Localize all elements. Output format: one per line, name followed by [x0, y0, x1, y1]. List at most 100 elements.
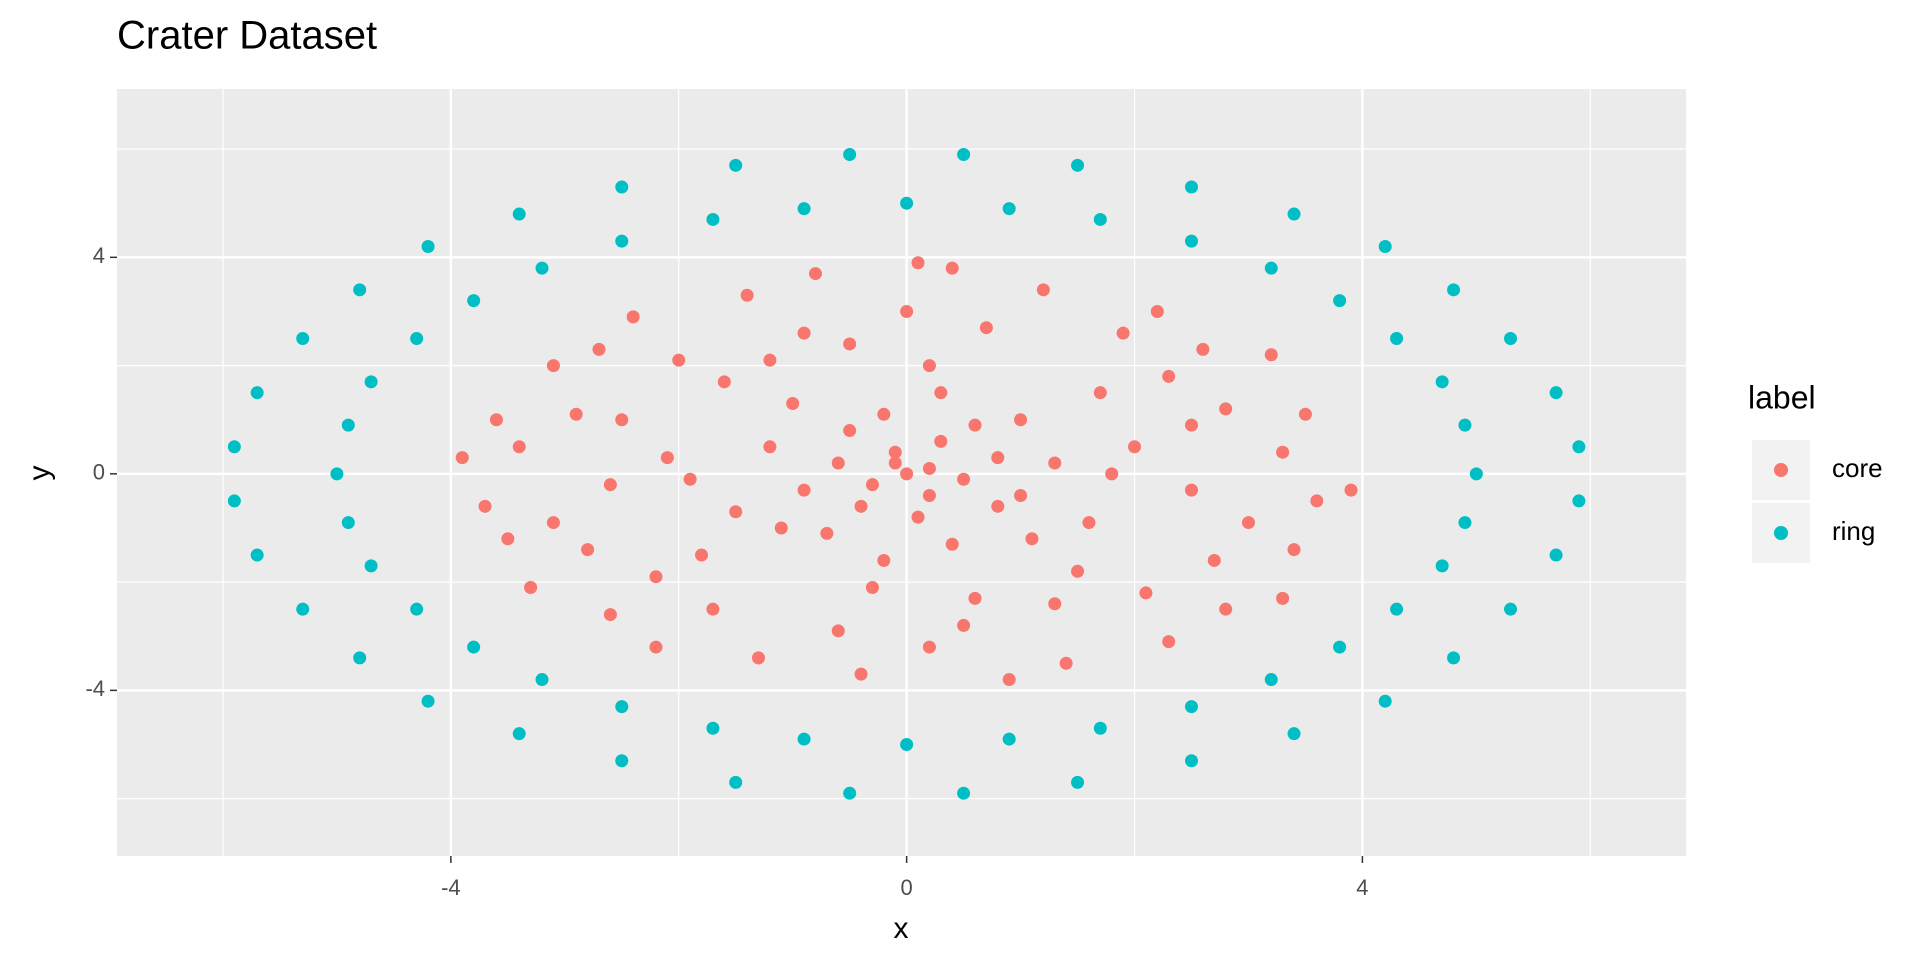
- point: [991, 451, 1005, 465]
- point: [353, 283, 367, 297]
- point: [467, 640, 481, 654]
- point: [1036, 283, 1050, 297]
- point: [1276, 445, 1290, 459]
- legend-title: label: [1748, 379, 1816, 415]
- legend-label: ring: [1832, 516, 1875, 546]
- point: [1014, 413, 1028, 427]
- point: [1447, 283, 1461, 297]
- point: [1333, 294, 1347, 308]
- point: [1162, 369, 1176, 383]
- x-tick-label: 0: [901, 875, 913, 900]
- point: [615, 754, 629, 768]
- point: [296, 332, 310, 346]
- point: [364, 375, 378, 389]
- point: [957, 786, 971, 800]
- point: [843, 337, 857, 351]
- y-tick-label: 0: [93, 460, 105, 485]
- point: [649, 640, 663, 654]
- point: [1002, 732, 1016, 746]
- point: [546, 516, 560, 530]
- point: [227, 440, 241, 454]
- point: [1048, 456, 1062, 470]
- point: [1162, 635, 1176, 649]
- point: [1276, 591, 1290, 605]
- point: [1071, 158, 1085, 172]
- point: [968, 418, 982, 432]
- point: [524, 581, 538, 595]
- point: [1184, 234, 1198, 248]
- point: [1219, 602, 1233, 616]
- point: [1458, 516, 1472, 530]
- point: [900, 467, 914, 481]
- point: [1059, 656, 1073, 670]
- point: [1435, 375, 1449, 389]
- point: [615, 413, 629, 427]
- point: [1310, 494, 1324, 508]
- point: [353, 651, 367, 665]
- point: [1241, 516, 1255, 530]
- point: [1219, 402, 1233, 416]
- point: [877, 407, 891, 421]
- point: [512, 727, 526, 741]
- point: [945, 261, 959, 275]
- point: [512, 440, 526, 454]
- point: [1184, 418, 1198, 432]
- point: [410, 602, 424, 616]
- point: [250, 548, 264, 562]
- point: [831, 456, 845, 470]
- point: [797, 326, 811, 340]
- point: [626, 310, 640, 324]
- point: [683, 472, 697, 486]
- point: [911, 256, 925, 270]
- point: [1333, 640, 1347, 654]
- point: [1116, 326, 1130, 340]
- point: [410, 332, 424, 346]
- point: [1128, 440, 1142, 454]
- point: [1390, 332, 1404, 346]
- point: [945, 537, 959, 551]
- point: [489, 413, 503, 427]
- point: [854, 499, 868, 513]
- chart-title: Crater Dataset: [117, 14, 377, 58]
- point: [1071, 775, 1085, 789]
- point: [1572, 494, 1586, 508]
- point: [1298, 407, 1312, 421]
- point: [843, 786, 857, 800]
- point: [888, 445, 902, 459]
- point: [900, 304, 914, 318]
- point: [706, 212, 720, 226]
- point: [1344, 483, 1358, 497]
- point: [1002, 202, 1016, 216]
- point: [865, 478, 879, 492]
- point: [1093, 212, 1107, 226]
- point: [1105, 467, 1119, 481]
- point: [1458, 418, 1472, 432]
- point: [695, 548, 709, 562]
- point: [820, 526, 834, 540]
- point: [546, 359, 560, 373]
- point: [615, 180, 629, 194]
- point: [660, 451, 674, 465]
- point: [774, 521, 788, 535]
- point: [296, 602, 310, 616]
- point: [603, 608, 617, 622]
- point: [1082, 516, 1096, 530]
- point: [1549, 548, 1563, 562]
- point: [1287, 207, 1301, 221]
- point: [922, 640, 936, 654]
- point: [1150, 304, 1164, 318]
- point: [592, 342, 606, 356]
- point: [900, 737, 914, 751]
- point: [922, 461, 936, 475]
- point: [808, 267, 822, 281]
- point: [729, 775, 743, 789]
- point: [957, 147, 971, 161]
- point: [1469, 467, 1483, 481]
- point: [922, 359, 936, 373]
- y-tick-label: -4: [85, 676, 105, 701]
- point: [968, 591, 982, 605]
- point: [341, 418, 355, 432]
- point: [512, 207, 526, 221]
- point: [922, 489, 936, 503]
- point: [330, 467, 344, 481]
